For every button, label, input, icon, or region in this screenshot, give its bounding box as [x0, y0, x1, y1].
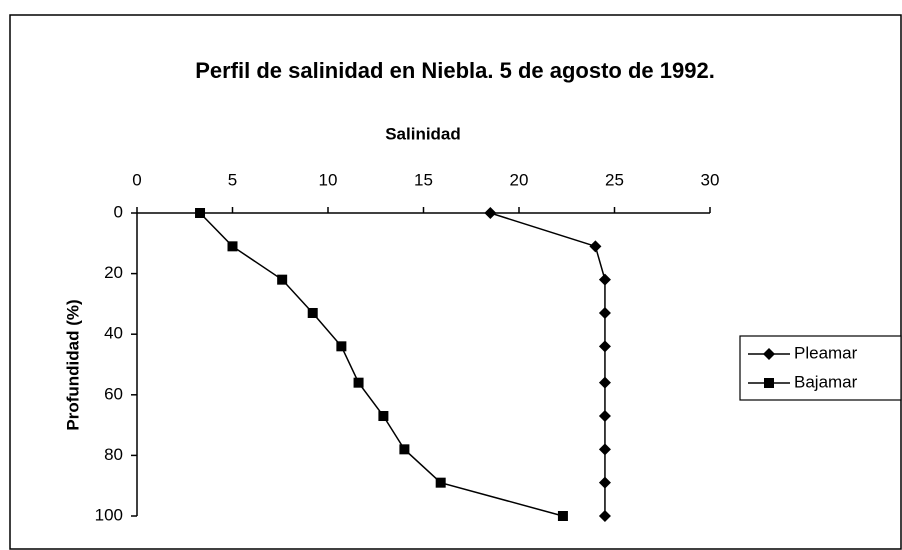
- x-tick-label: 10: [319, 170, 338, 189]
- x-tick-label: 5: [228, 170, 237, 189]
- y-tick-label: 80: [104, 445, 123, 464]
- y-tick-label: 100: [95, 505, 123, 524]
- series-line: [199, 212, 564, 517]
- data-point: [336, 341, 347, 352]
- data-point: [598, 273, 611, 286]
- y-tick-label: 0: [114, 202, 123, 221]
- x-tick-label: 0: [132, 170, 141, 189]
- data-point: [227, 241, 238, 252]
- data-point: [484, 207, 497, 219]
- chart-frame: [9, 14, 902, 550]
- legend-box: [739, 335, 902, 401]
- data-point: [598, 476, 611, 489]
- series-line: [490, 212, 606, 516]
- data-point: [307, 307, 318, 318]
- x-tick-label: 20: [510, 170, 529, 189]
- data-point: [598, 410, 611, 423]
- y-tick-label: 20: [104, 263, 123, 282]
- x-tick-label: 25: [605, 170, 624, 189]
- data-point: [598, 443, 611, 456]
- legend-label: Bajamar: [794, 372, 858, 391]
- legend-marker: [764, 378, 774, 388]
- y-axis-label: Profundidad (%): [63, 299, 82, 430]
- data-point: [353, 377, 364, 388]
- data-point: [598, 306, 611, 319]
- data-point: [598, 510, 611, 522]
- chart-title: Perfil de salinidad en Niebla. 5 de agos…: [195, 58, 715, 83]
- legend-marker: [763, 348, 775, 360]
- data-point: [399, 444, 410, 455]
- legend-label: Pleamar: [794, 343, 858, 362]
- x-tick-label: 15: [414, 170, 433, 189]
- x-axis-label: Salinidad: [385, 124, 461, 143]
- y-tick-label: 60: [104, 384, 123, 403]
- data-point: [435, 477, 446, 488]
- data-point: [378, 411, 389, 422]
- data-point: [598, 376, 611, 389]
- data-point: [195, 208, 206, 218]
- y-tick-label: 40: [104, 324, 123, 343]
- data-point: [598, 340, 611, 353]
- x-tick-label: 30: [701, 170, 720, 189]
- data-point: [557, 511, 568, 521]
- data-point: [589, 240, 602, 253]
- data-point: [277, 274, 288, 285]
